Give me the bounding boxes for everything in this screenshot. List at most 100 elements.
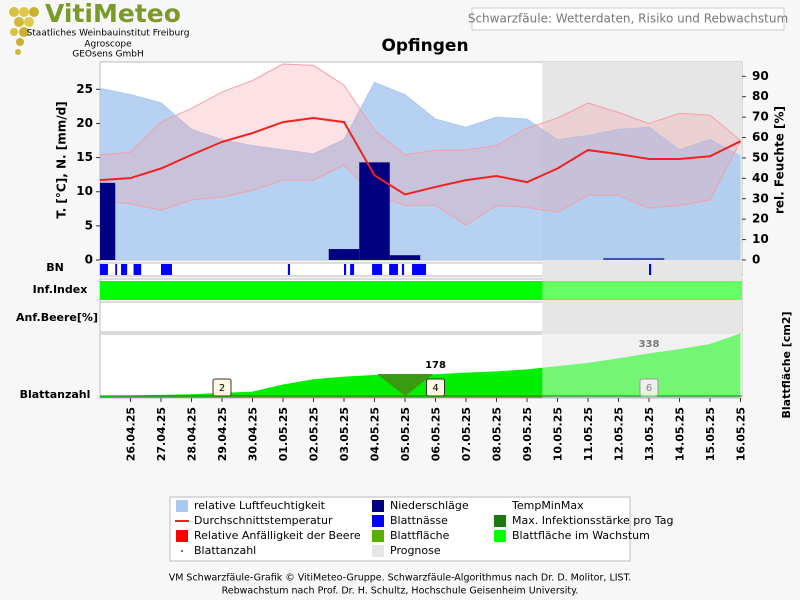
institution: GEOsens GmbH: [72, 50, 143, 60]
leaf-wetness: [389, 264, 398, 275]
leaf-wetness: [649, 264, 652, 275]
subtitle-box: [471, 7, 785, 31]
x-tick-label: 16.05.25: [735, 407, 748, 461]
forecast-overlay: [542, 281, 742, 300]
footer: VM Schwarzfäule-Grafik © VitiMeteo-Grupp…: [169, 573, 632, 584]
x-tick-label: 06.05.25: [430, 407, 443, 461]
y-tick-label: 25: [76, 82, 93, 96]
legend-label: TempMinMax: [511, 499, 584, 512]
legend-swatch: [372, 515, 384, 527]
y2-tick-label: 90: [752, 69, 769, 83]
x-tick-label: 11.05.25: [582, 407, 595, 461]
x-tick-label: 09.05.25: [521, 407, 534, 461]
x-tick-label: 28.04.25: [186, 407, 199, 461]
y2-axis-label: rel. Feuchte [%]: [773, 106, 787, 214]
x-tick-label: 13.05.25: [643, 407, 656, 461]
precip-bar: [389, 255, 421, 260]
legend-swatch: [372, 500, 384, 512]
legend-swatch: [372, 530, 384, 542]
x-tick-label: 29.04.25: [216, 407, 229, 461]
y2-tick-label: 40: [752, 171, 769, 185]
legend-label: Max. Infektionsstärke pro Tag: [512, 514, 673, 527]
row-label: Blattanzahl: [20, 388, 91, 401]
subtitle: Schwarzfäule: Wetterdaten, Risiko und Re…: [468, 12, 788, 26]
max-infection: [377, 374, 433, 396]
x-tick-label: 08.05.25: [491, 407, 504, 461]
legend-swatch: [176, 500, 188, 512]
x-tick-label: 07.05.25: [460, 407, 473, 461]
legend-box: [169, 496, 631, 562]
legend-label: Durchschnittstemperatur: [194, 514, 333, 527]
leaf-area-label: Blattfläche [cm2]: [780, 311, 793, 418]
precip-bar: [100, 182, 116, 260]
infection-bar: [100, 281, 742, 300]
institution: Staatliches Weinbauinstitut Freiburg: [27, 29, 190, 39]
leaf-count: 2: [219, 383, 225, 394]
legend-label: Blattnässe: [390, 514, 448, 527]
logo: [9, 7, 39, 55]
legend-swatch: [176, 530, 188, 542]
y-tick-label: 20: [76, 116, 93, 130]
y2-tick-label: 20: [752, 212, 769, 226]
humidity-area: [100, 82, 741, 260]
x-tick-label: 15.05.25: [704, 407, 717, 461]
x-tick-label: 26.04.25: [125, 407, 138, 461]
legend-swatch: [181, 550, 183, 552]
leaf-wetness: [287, 264, 291, 275]
leaf-area-label: 338: [639, 339, 660, 350]
x-tick-label: 14.05.25: [674, 407, 687, 461]
precip-bar: [359, 162, 390, 260]
x-tick-label: 10.05.25: [552, 407, 565, 461]
y2-tick-label: 0: [752, 253, 760, 267]
y-axis-label: T. [°C], N. [mm/d]: [55, 101, 69, 218]
leaf-area-fill: [100, 334, 741, 398]
legend-label: Relative Anfälligkeit der Beere: [194, 529, 361, 542]
row-label: Anf.Beere[%]: [16, 311, 98, 324]
y2-tick-label: 30: [752, 191, 769, 205]
temp-max: [99, 63, 741, 156]
x-tick-label: 01.05.25: [277, 407, 290, 461]
leaf-count: 4: [432, 383, 438, 394]
x-tick-label: 04.05.25: [369, 407, 382, 461]
x-tick-label: 02.05.25: [308, 407, 321, 461]
legend-swatch: [372, 545, 384, 557]
y-tick-label: 0: [85, 253, 93, 267]
leaf-wetness: [412, 264, 427, 275]
legend-label: Blattanzahl: [194, 544, 256, 557]
leaf-area-label: 178: [425, 360, 446, 371]
temp-band: [100, 64, 741, 226]
y2-tick-label: 70: [752, 110, 769, 124]
x-tick-label: 03.05.25: [338, 407, 351, 461]
legend-label: Blattfläche: [390, 529, 450, 542]
leaf-wetness: [372, 264, 383, 275]
legend-swatch: [494, 515, 506, 527]
legend-label: relative Luftfeuchtigkeit: [194, 499, 326, 512]
row-label: Inf.Index: [33, 283, 88, 296]
legend-label: Blattfläche im Wachstum: [512, 529, 650, 542]
logo-text: VitiMeteo: [45, 0, 181, 28]
leaf-wetness: [350, 264, 355, 275]
precip-bar: [328, 249, 360, 260]
legend-swatch: [494, 530, 506, 542]
y2-tick-label: 60: [752, 130, 769, 144]
footer: Rebwachstum nach Prof. Dr. H. Schultz, H…: [222, 586, 579, 597]
precip-bar: [633, 257, 665, 260]
y2-tick-label: 10: [752, 232, 769, 246]
leaf-wetness: [133, 264, 142, 275]
leaf-count: 6: [646, 383, 652, 394]
institution: Agroscope: [84, 40, 132, 50]
y2-tick-label: 80: [752, 89, 769, 103]
precip-bar: [603, 257, 634, 260]
humidity-edge: [99, 81, 741, 157]
x-tick-label: 30.04.25: [247, 407, 260, 461]
legend-label: Prognose: [390, 544, 441, 557]
leaf-wetness: [344, 264, 347, 275]
y-tick-label: 15: [76, 150, 93, 164]
temp-line: [99, 116, 741, 196]
x-tick-label: 27.04.25: [155, 407, 168, 461]
legend-label: Niederschläge: [390, 499, 469, 512]
temp-min: [99, 140, 741, 226]
x-tick-label: 05.05.25: [399, 407, 412, 461]
